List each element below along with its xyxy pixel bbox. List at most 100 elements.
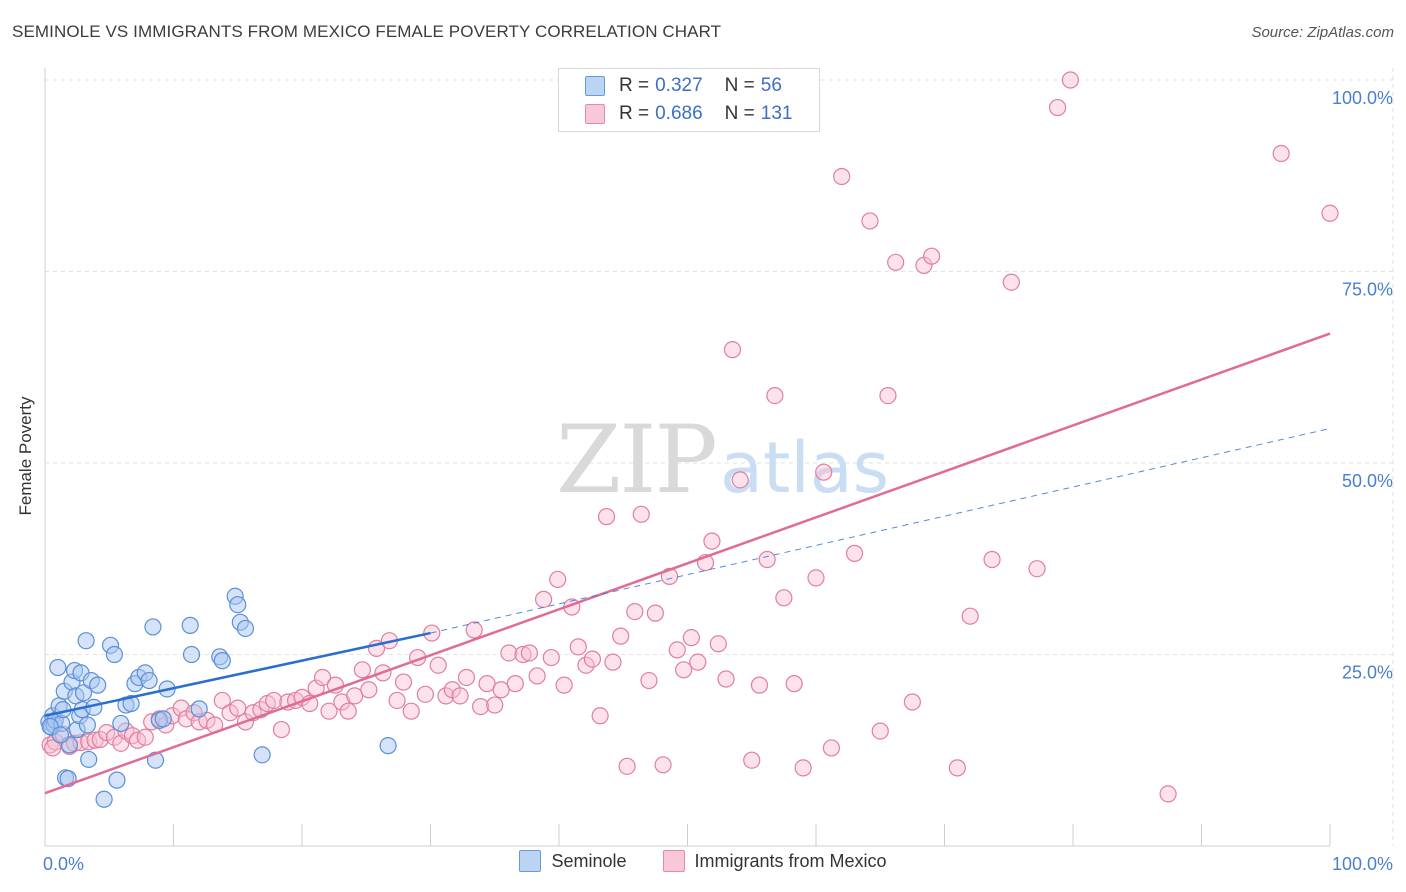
point-seminole — [253, 746, 271, 764]
point-immigrants-from-mexico — [320, 702, 338, 720]
point-immigrants-from-mexico — [591, 707, 609, 725]
point-immigrants-from-mexico — [703, 532, 721, 550]
point-immigrants-from-mexico — [500, 644, 518, 662]
point-immigrants-from-mexico — [229, 699, 247, 717]
point-immigrants-from-mexico — [604, 653, 622, 671]
seminole-swatch — [585, 76, 605, 96]
point-seminole — [182, 645, 201, 664]
point-immigrants-from-mexico — [983, 550, 1001, 569]
trend-line-seminole — [44, 631, 431, 718]
point-immigrants-from-mexico — [437, 687, 455, 705]
mexico-swatch — [585, 104, 605, 124]
seminole-swatch — [519, 850, 542, 872]
point-immigrants-from-mexico — [845, 544, 864, 562]
point-immigrants-from-mexico — [597, 508, 616, 526]
point-immigrants-from-mexico — [689, 653, 707, 671]
point-immigrants-from-mexico — [472, 697, 490, 716]
watermark: ZIP atlas — [556, 406, 889, 515]
y-tick-label: 50.0% — [1342, 471, 1393, 491]
legend-row-mexico: R = 0.686 N = 131 — [585, 101, 792, 127]
point-immigrants-from-mexico — [478, 675, 496, 693]
point-immigrants-from-mexico — [675, 661, 693, 679]
point-immigrants-from-mexico — [1002, 273, 1020, 291]
point-seminole — [51, 726, 70, 744]
point-immigrants-from-mexico — [815, 463, 833, 481]
point-immigrants-from-mexico — [346, 687, 364, 705]
point-immigrants-from-mexico — [709, 635, 727, 653]
mexico-swatch — [662, 850, 685, 872]
point-immigrants-from-mexico — [265, 691, 283, 710]
point-immigrants-from-mexico — [520, 644, 539, 662]
r-label: R = — [619, 75, 650, 96]
point-seminole — [229, 596, 247, 614]
point-immigrants-from-mexico — [549, 570, 567, 589]
point-immigrants-from-mexico — [723, 341, 742, 359]
point-immigrants-from-mexico — [272, 720, 291, 739]
point-seminole — [108, 771, 126, 789]
point-immigrants-from-mexico — [492, 681, 510, 699]
point-seminole — [112, 714, 130, 733]
chart-title: SEMINOLE VS IMMIGRANTS FROM MEXICO FEMAL… — [12, 22, 722, 41]
n-label: N = — [724, 75, 755, 96]
point-seminole — [181, 616, 199, 634]
point-seminole — [140, 671, 158, 690]
point-immigrants-from-mexico — [717, 670, 735, 688]
point-immigrants-from-mexico — [640, 671, 658, 690]
legend-item-mexico: Immigrants from Mexico — [662, 850, 887, 872]
point-immigrants-from-mexico — [1048, 98, 1067, 117]
point-immigrants-from-mexico — [429, 656, 447, 674]
point-immigrants-from-mexico — [528, 667, 546, 685]
point-seminole — [190, 700, 208, 718]
y-axis-label: Female Poverty — [16, 396, 35, 516]
point-immigrants-from-mexico — [743, 751, 761, 769]
point-immigrants-from-mexico — [654, 756, 672, 774]
point-immigrants-from-mexico — [807, 569, 825, 587]
point-immigrants-from-mexico — [618, 757, 636, 775]
point-immigrants-from-mexico — [534, 590, 553, 608]
point-immigrants-from-mexico — [682, 629, 700, 647]
n-value: 56 — [760, 75, 782, 96]
r-label: R = — [619, 103, 650, 124]
point-immigrants-from-mexico — [833, 167, 851, 186]
point-immigrants-from-mexico — [1028, 560, 1046, 578]
point-immigrants-from-mexico — [948, 759, 966, 777]
point-immigrants-from-mexico — [626, 603, 644, 621]
point-immigrants-from-mexico — [402, 702, 420, 720]
point-immigrants-from-mexico — [388, 691, 406, 710]
point-immigrants-from-mexico — [465, 621, 483, 639]
legend-row-seminole: R = 0.327 N = 56 — [585, 73, 782, 99]
point-immigrants-from-mexico — [394, 673, 413, 691]
source-label: Source: ZipAtlas.com — [1251, 24, 1394, 41]
point-immigrants-from-mexico — [91, 730, 109, 749]
point-seminole — [379, 737, 397, 755]
point-seminole — [105, 645, 123, 664]
point-seminole — [122, 694, 140, 713]
point-seminole — [89, 676, 107, 694]
point-seminole — [78, 716, 97, 734]
y-tick-label: 25.0% — [1342, 663, 1393, 683]
point-immigrants-from-mexico — [313, 668, 332, 687]
point-immigrants-from-mexico — [646, 604, 664, 622]
grid-lines — [45, 68, 1394, 846]
legend-label-mexico: Immigrants from Mexico — [694, 850, 887, 871]
point-immigrants-from-mexico — [923, 247, 941, 265]
trend-line-immigrants-from-mexico — [44, 332, 1331, 795]
point-immigrants-from-mexico — [903, 693, 921, 711]
y-tick-label: 75.0% — [1342, 280, 1393, 300]
point-immigrants-from-mexico — [353, 661, 371, 679]
point-immigrants-from-mexico — [451, 687, 469, 705]
point-seminole — [80, 750, 98, 769]
point-seminole — [154, 710, 172, 728]
point-immigrants-from-mexico — [569, 638, 587, 656]
point-immigrants-from-mexico — [887, 253, 905, 271]
point-immigrants-from-mexico — [339, 702, 357, 720]
point-immigrants-from-mexico — [44, 739, 62, 757]
point-seminole — [77, 632, 95, 650]
point-immigrants-from-mexico — [871, 722, 889, 740]
x-tick-label: 100.0% — [1332, 854, 1393, 874]
point-immigrants-from-mexico — [41, 736, 59, 754]
point-immigrants-from-mexico — [172, 699, 190, 717]
watermark-atlas: atlas — [720, 427, 889, 509]
point-immigrants-from-mexico — [577, 656, 595, 674]
